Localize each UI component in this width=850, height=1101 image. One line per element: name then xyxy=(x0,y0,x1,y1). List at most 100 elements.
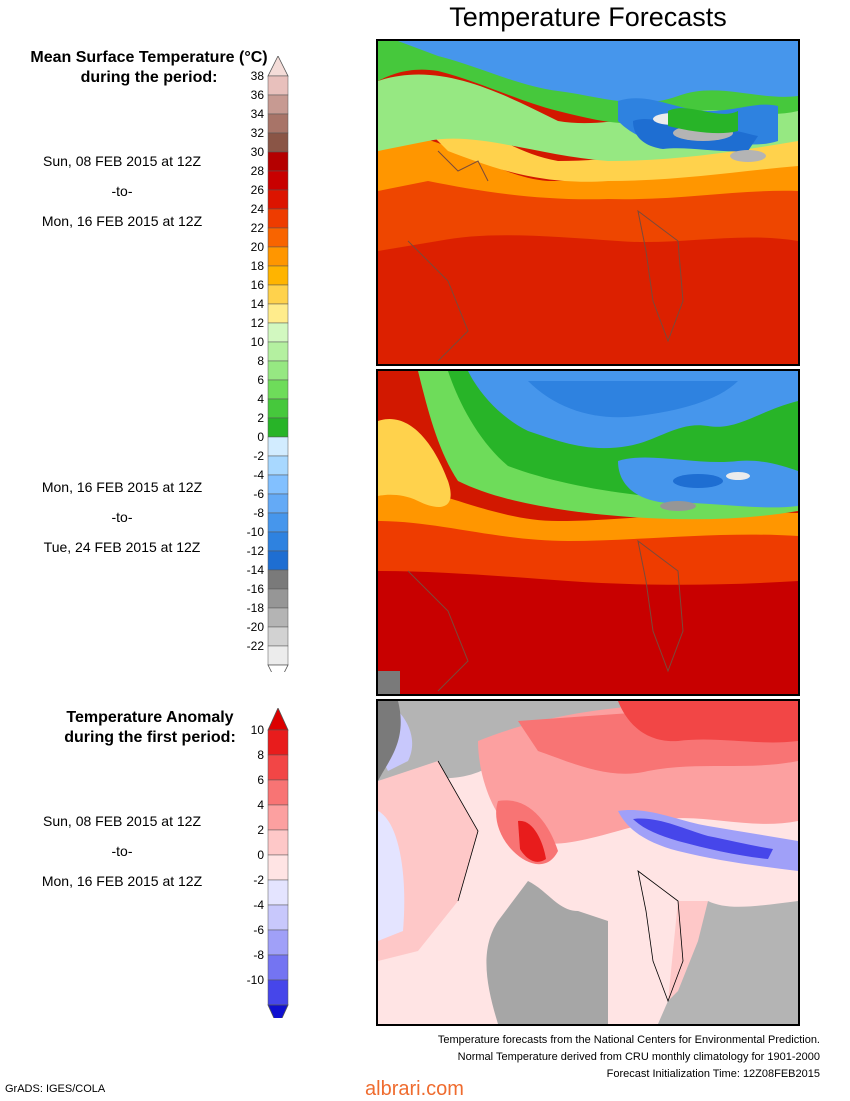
mean-scale-tick-label: 22 xyxy=(251,221,265,235)
temperature-map-period1 xyxy=(378,41,798,364)
mean-scale-top-arrow xyxy=(267,56,289,77)
anomaly-scale-swatch xyxy=(267,829,289,856)
mean-scale-swatch xyxy=(267,94,289,115)
mean-scale-swatch xyxy=(267,75,289,96)
anomaly-scale-top-arrow xyxy=(267,708,289,731)
mean-scale-tick-label: 34 xyxy=(251,107,265,121)
mean-scale-tick-label: -12 xyxy=(247,544,265,558)
footer-line1: Temperature forecasts from the National … xyxy=(437,1034,820,1046)
anomaly-scale-tick-label: -8 xyxy=(253,948,264,962)
anomaly-scale-swatch xyxy=(267,729,289,756)
mean-scale-swatch xyxy=(267,303,289,324)
anomaly-period-to: Mon, 16 FEB 2015 at 12Z xyxy=(41,873,203,889)
mean-scale-tick-label: 0 xyxy=(257,430,264,444)
mean-scale-swatch xyxy=(267,360,289,381)
mean-scale-swatch xyxy=(267,246,289,267)
anomaly-scale-tick-label: 6 xyxy=(257,773,264,787)
anomaly-scale-tick-label: -2 xyxy=(253,873,264,887)
mean-scale-swatch xyxy=(267,322,289,343)
anomaly-map xyxy=(378,701,798,1024)
anomaly-scale-swatch xyxy=(267,954,289,981)
mean-scale-swatch xyxy=(267,474,289,495)
page-title: Temperature Forecasts xyxy=(449,2,727,32)
anomaly-scale-tick-label: 0 xyxy=(257,848,264,862)
mean-scale-tick-label: -18 xyxy=(247,601,265,615)
mean-scale-tick-label: 18 xyxy=(251,259,265,273)
mean-scale-tick-label: 4 xyxy=(257,392,264,406)
period2-from: Mon, 16 FEB 2015 at 12Z xyxy=(41,479,203,495)
mean-scale-swatch xyxy=(267,436,289,457)
mean-scale-swatch xyxy=(267,569,289,590)
mean-scale-swatch xyxy=(267,284,289,305)
anomaly-period-sep: -to- xyxy=(111,843,133,859)
mean-temperature-colorbar: 38363432302826242220181614121086420-2-4-… xyxy=(247,56,289,672)
mean-scale-tick-label: -2 xyxy=(253,449,264,463)
anomaly-colorbar: 10 8 6 4 2 0 -2 -4 -6 -8 -10 xyxy=(247,708,289,1018)
mean-scale-tick-label: 16 xyxy=(251,278,265,292)
mean-scale-tick-label: 8 xyxy=(257,354,264,368)
mean-legend-header: Mean Surface Temperature (°C) during the… xyxy=(4,48,294,88)
anomaly-scale-tick-label: 2 xyxy=(257,823,264,837)
mean-scale-tick-label: -8 xyxy=(253,506,264,520)
anomaly-scale-tick-label: -6 xyxy=(253,923,264,937)
mean-scale-swatch xyxy=(267,189,289,210)
mean-scale-tick-label: -14 xyxy=(247,563,265,577)
mean-scale-tick-label: 20 xyxy=(251,240,265,254)
mean-scale-swatch xyxy=(267,341,289,362)
period1-from: Sun, 08 FEB 2015 at 12Z xyxy=(43,153,201,169)
temperature-map-period2 xyxy=(378,371,798,694)
anomaly-scale-swatch xyxy=(267,754,289,781)
mean-scale-swatch xyxy=(267,588,289,609)
footer-line3: Forecast Initialization Time: 12Z08FEB20… xyxy=(606,1068,820,1080)
period2-to: Tue, 24 FEB 2015 at 12Z xyxy=(43,539,201,555)
mean-header-line1: Mean Surface Temperature (°C) xyxy=(30,49,268,66)
mean-scale-tick-label: 2 xyxy=(257,411,264,425)
anomaly-header-line1: Temperature Anomaly xyxy=(66,709,234,726)
anomaly-scale-swatch xyxy=(267,804,289,831)
period1-to: Mon, 16 FEB 2015 at 12Z xyxy=(41,213,203,229)
mean-scale-tick-label: 6 xyxy=(257,373,264,387)
mean-scale-swatch xyxy=(267,455,289,476)
mean-scale-tick-label: 24 xyxy=(251,202,265,216)
mean-scale-swatch xyxy=(267,379,289,400)
anomaly-scale-bottom-arrow xyxy=(267,1004,289,1018)
mean-header-line2: during the period: xyxy=(80,69,218,86)
anomaly-scale-swatch xyxy=(267,929,289,956)
mean-scale-tick-label: -22 xyxy=(247,639,265,653)
mean-scale-swatch xyxy=(267,227,289,248)
anomaly-header-line2: during the first period: xyxy=(64,729,236,746)
watermark: albrari.com xyxy=(365,1078,464,1100)
mean-scale-tick-label: 32 xyxy=(251,126,265,140)
anomaly-scale-swatch xyxy=(267,979,289,1006)
mean-scale-tick-label: 28 xyxy=(251,164,265,178)
map-panel-anomaly xyxy=(376,699,800,1026)
mean-scale-tick-label: -16 xyxy=(247,582,265,596)
footer-line2: Normal Temperature derived from CRU mont… xyxy=(457,1051,820,1063)
mean-scale-swatch xyxy=(267,550,289,571)
anomaly-scale-tick-label: -4 xyxy=(253,898,264,912)
grads-credit: GrADS: IGES/COLA xyxy=(5,1083,106,1095)
mean-scale-swatch xyxy=(267,493,289,514)
mean-scale-swatch xyxy=(267,208,289,229)
anomaly-scale-swatch xyxy=(267,879,289,906)
mean-scale-tick-label: 10 xyxy=(251,335,265,349)
anomaly-scale-tick-label: 8 xyxy=(257,748,264,762)
period1-sep: -to- xyxy=(111,183,133,199)
anomaly-legend-header: Temperature Anomaly during the first per… xyxy=(20,708,280,748)
mean-scale-swatch xyxy=(267,398,289,419)
mean-scale-swatch xyxy=(267,113,289,134)
mean-scale-bottom-arrow xyxy=(267,664,289,672)
mean-scale-swatch xyxy=(267,531,289,552)
mean-scale-swatch xyxy=(267,151,289,172)
anomaly-scale-tick-label: 10 xyxy=(251,723,265,737)
mean-scale-tick-label: -6 xyxy=(253,487,264,501)
anomaly-scale-swatch xyxy=(267,779,289,806)
anomaly-scale-tick-label: 4 xyxy=(257,798,264,812)
mean-scale-swatch xyxy=(267,645,289,666)
mean-scale-tick-label: 12 xyxy=(251,316,265,330)
anomaly-scale-swatch xyxy=(267,904,289,931)
anomaly-scale-swatch xyxy=(267,854,289,881)
mean-scale-tick-label: -20 xyxy=(247,620,265,634)
mean-scale-tick-label: 30 xyxy=(251,145,265,159)
mean-scale-swatch xyxy=(267,265,289,286)
